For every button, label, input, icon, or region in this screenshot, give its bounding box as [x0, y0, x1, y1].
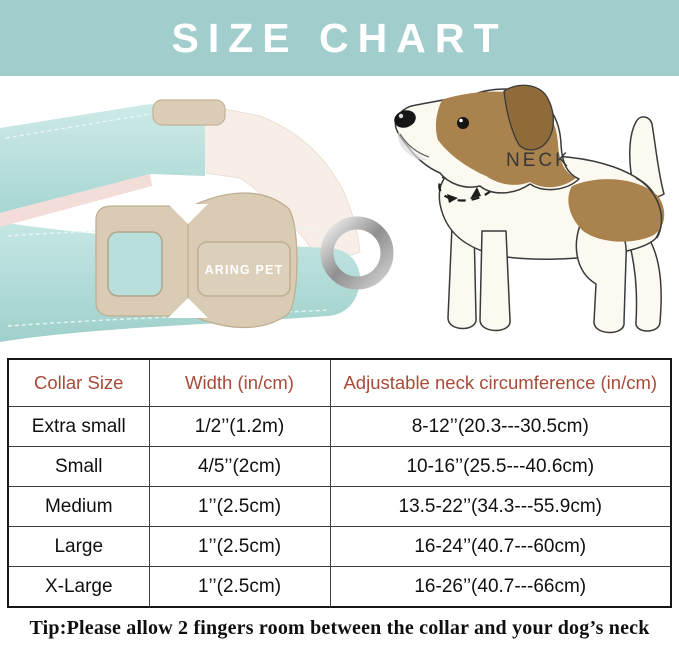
metal-d-ring [320, 216, 394, 290]
dog-mouth-line [399, 133, 430, 158]
dog-eye [457, 117, 469, 129]
buckle-notch [168, 298, 208, 318]
dog-illustration: NECK [394, 84, 665, 334]
dog-near-front-leg [479, 230, 511, 332]
fit-tip: Tip:Please allow 2 fingers room between … [29, 617, 650, 639]
column-header-collar-size: Collar Size [7, 358, 150, 407]
cell-size: Large [7, 526, 150, 567]
brand-label: ARING PET [205, 263, 284, 277]
neck-arrow-icon [470, 187, 481, 199]
collar-lining [0, 174, 152, 227]
cell-size: Extra small [7, 406, 150, 447]
cell-width: 1’’(2.5cm) [148, 526, 331, 567]
cell-size: Medium [7, 486, 150, 527]
dog-muzzle-shade [397, 131, 428, 161]
neck-label: NECK [506, 150, 571, 171]
dog-ear [503, 84, 554, 151]
table-row: Small 4/5’’(2cm) 10-16’’(25.5---40.6cm) [7, 446, 672, 487]
collar-keeper [152, 99, 226, 126]
page-title: SIZE CHART [171, 14, 508, 61]
hero-section: ARING PET [0, 76, 679, 357]
hero-illustration: ARING PET [0, 84, 665, 342]
cell-neck: 16-26’’(40.7---66cm) [329, 566, 672, 608]
table-row: X-Large 1’’(2.5cm) 16-26’’(40.7---66cm) [7, 566, 672, 608]
column-header-width: Width (in/cm) [148, 358, 331, 407]
cell-width: 1/2’’(1.2m) [148, 406, 331, 447]
size-chart-banner: SIZE CHART [0, 0, 679, 76]
table-row: Medium 1’’(2.5cm) 13.5-22’’(34.3---55.9c… [7, 486, 672, 527]
cell-size: Small [7, 446, 150, 487]
cell-neck: 10-16’’(25.5---40.6cm) [329, 446, 672, 487]
dog-far-front-leg [447, 225, 477, 330]
brand-plaque [197, 241, 291, 297]
stitch-line [5, 113, 151, 139]
dog-saddle-patch [568, 179, 665, 242]
column-header-neck-circumference: Adjustable neck circumference (in/cm) [329, 358, 672, 407]
buckle-notch [168, 204, 208, 224]
neck-arrow-icon [447, 194, 458, 203]
buckle-opening [107, 231, 163, 297]
table-header-row: Collar Size Width (in/cm) Adjustable nec… [7, 358, 672, 407]
cell-width: 1’’(2.5cm) [148, 566, 331, 608]
cell-neck: 8-12’’(20.3---30.5cm) [329, 406, 672, 447]
collar-photo: ARING PET [0, 99, 394, 342]
dog-eye-highlight [459, 118, 463, 123]
dog-nose-highlight [398, 113, 404, 119]
cell-width: 4/5’’(2cm) [148, 446, 331, 487]
size-table: Collar Size Width (in/cm) Adjustable nec… [7, 358, 672, 608]
collar-top-band [0, 104, 205, 213]
dog-rump-outline [635, 177, 663, 239]
cell-size: X-Large [7, 566, 150, 608]
cell-width: 1’’(2.5cm) [148, 486, 331, 527]
table-row: Extra small 1/2’’(1.2m) 8-12’’(20.3---30… [7, 406, 672, 447]
stitch-line [7, 227, 331, 237]
cell-neck: 13.5-22’’(34.3---55.9cm) [329, 486, 672, 527]
dog-far-hind-leg [625, 225, 662, 332]
table-row: Large 1’’(2.5cm) 16-24’’(40.7---60cm) [7, 526, 672, 567]
stitch-line [7, 309, 331, 327]
cell-neck: 16-24’’(40.7---60cm) [329, 526, 672, 567]
